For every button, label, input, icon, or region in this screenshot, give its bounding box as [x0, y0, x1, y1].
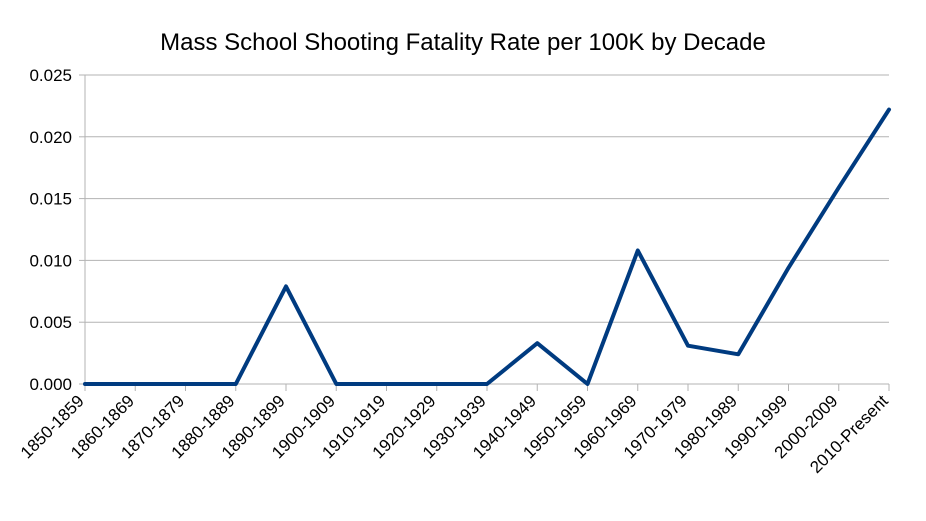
- series-layer: [83, 107, 891, 386]
- y-axis-tick-labels: 0.000 0.005 0.010 0.015 0.020 0.025: [29, 66, 72, 394]
- y-tick-label: 0.025: [29, 66, 72, 85]
- y-tick-label: 0.000: [29, 375, 72, 394]
- series-line: [83, 107, 891, 386]
- y-tick-label: 0.010: [29, 251, 72, 270]
- y-tick-label: 0.020: [29, 128, 72, 147]
- gridlines: [85, 74, 889, 385]
- y-tick-label: 0.005: [29, 313, 72, 332]
- x-axis-tick-labels: 1850-18591860-18691870-18791880-18891890…: [17, 391, 892, 477]
- chart-title: Mass School Shooting Fatality Rate per 1…: [160, 29, 766, 56]
- axes: [79, 74, 890, 391]
- y-tick-label: 0.015: [29, 190, 72, 209]
